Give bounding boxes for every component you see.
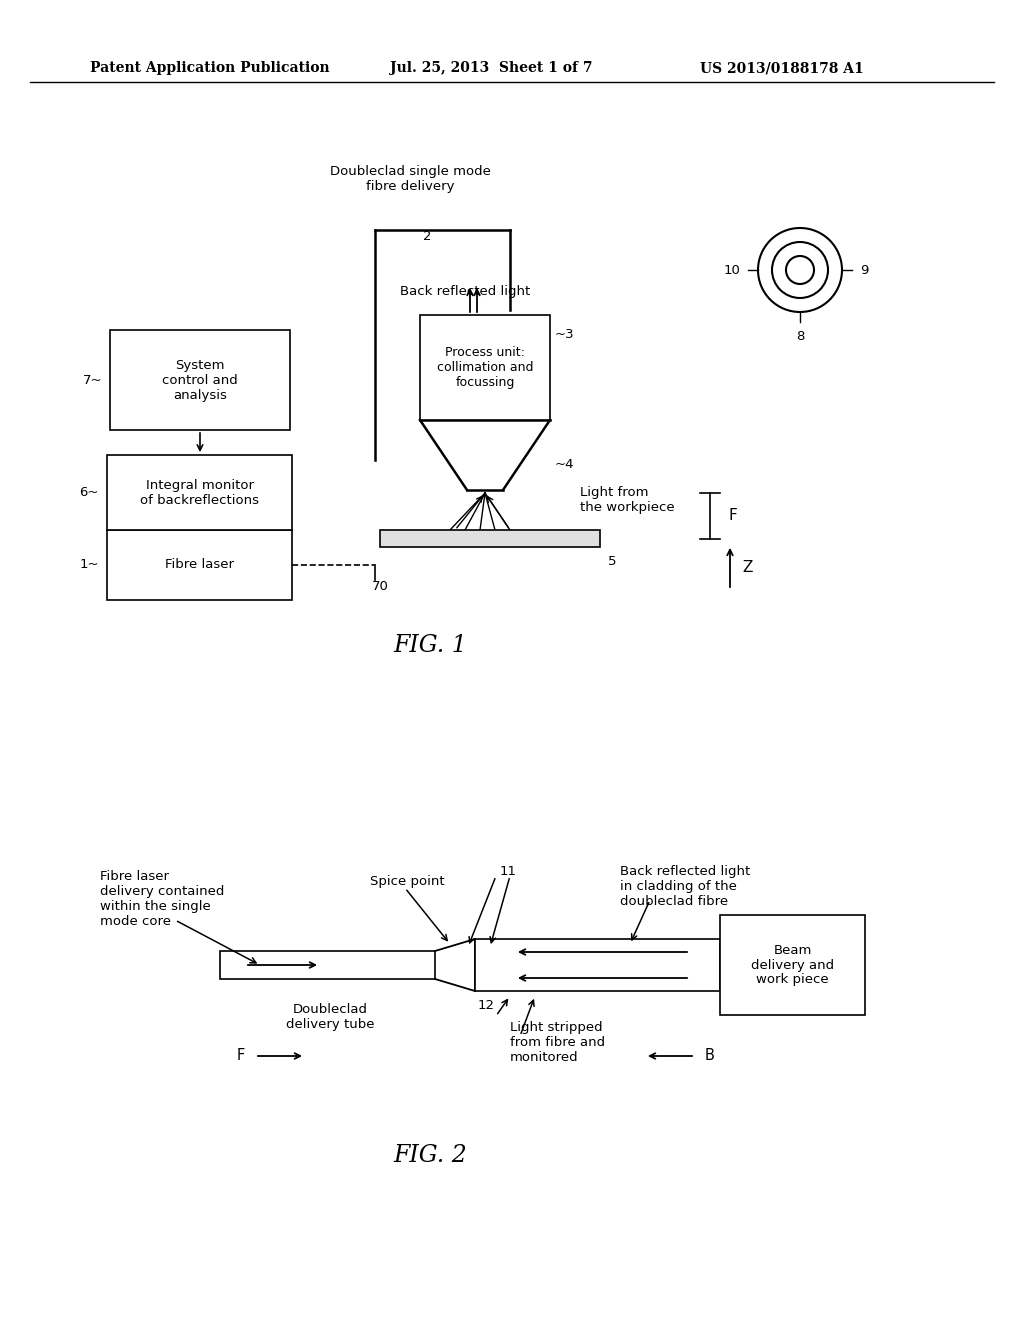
Text: 10: 10 bbox=[723, 264, 740, 276]
Text: 6~: 6~ bbox=[80, 486, 99, 499]
Text: Light stripped
from fibre and
monitored: Light stripped from fibre and monitored bbox=[510, 1020, 605, 1064]
Text: 12: 12 bbox=[478, 999, 495, 1012]
Bar bbox=[380, 531, 600, 546]
Text: Fibre laser
delivery contained
within the single
mode core: Fibre laser delivery contained within th… bbox=[100, 870, 224, 928]
Text: 1~: 1~ bbox=[80, 558, 99, 572]
Text: Process unit:
collimation and
focussing: Process unit: collimation and focussing bbox=[437, 346, 534, 389]
Text: 11: 11 bbox=[500, 865, 516, 878]
Bar bbox=[106, 455, 292, 531]
Text: 70: 70 bbox=[372, 579, 388, 593]
Text: F: F bbox=[237, 1048, 245, 1064]
Text: Jul. 25, 2013  Sheet 1 of 7: Jul. 25, 2013 Sheet 1 of 7 bbox=[390, 61, 593, 75]
Bar bbox=[420, 315, 550, 420]
Bar bbox=[110, 330, 290, 430]
Text: F: F bbox=[728, 508, 736, 523]
Text: Beam
delivery and
work piece: Beam delivery and work piece bbox=[751, 944, 835, 986]
Text: Back reflected light: Back reflected light bbox=[400, 285, 530, 298]
Text: Integral monitor
of backreflections: Integral monitor of backreflections bbox=[140, 479, 259, 507]
Text: Doubleclad
delivery tube: Doubleclad delivery tube bbox=[286, 1003, 374, 1031]
Text: 9: 9 bbox=[860, 264, 868, 276]
Text: Spice point: Spice point bbox=[370, 875, 444, 888]
Text: Z: Z bbox=[742, 561, 753, 576]
Text: ~3: ~3 bbox=[555, 329, 574, 342]
Text: US 2013/0188178 A1: US 2013/0188178 A1 bbox=[700, 61, 864, 75]
Text: Doubleclad single mode
fibre delivery: Doubleclad single mode fibre delivery bbox=[330, 165, 490, 193]
Text: Light from
the workpiece: Light from the workpiece bbox=[580, 486, 675, 513]
Text: ~4: ~4 bbox=[555, 458, 574, 471]
Text: Fibre laser: Fibre laser bbox=[165, 558, 234, 572]
Text: 8: 8 bbox=[796, 330, 804, 343]
Text: 7~: 7~ bbox=[82, 374, 102, 387]
Text: 5: 5 bbox=[608, 554, 616, 568]
Text: FIG. 1: FIG. 1 bbox=[393, 634, 467, 656]
Text: Back reflected light
in cladding of the
doubleclad fibre: Back reflected light in cladding of the … bbox=[620, 865, 751, 908]
Text: B: B bbox=[705, 1048, 715, 1064]
Text: 2: 2 bbox=[423, 230, 431, 243]
Bar bbox=[220, 950, 435, 979]
Bar bbox=[106, 531, 292, 601]
Text: Patent Application Publication: Patent Application Publication bbox=[90, 61, 330, 75]
Text: System
control and
analysis: System control and analysis bbox=[162, 359, 238, 401]
Text: FIG. 2: FIG. 2 bbox=[393, 1143, 467, 1167]
Bar bbox=[720, 915, 865, 1015]
Bar bbox=[475, 939, 720, 991]
